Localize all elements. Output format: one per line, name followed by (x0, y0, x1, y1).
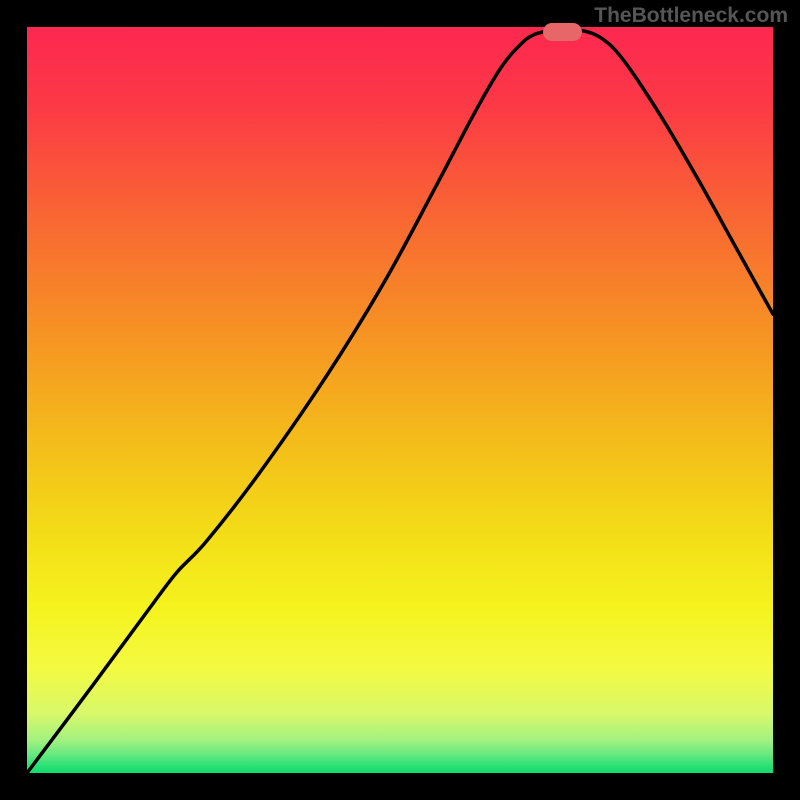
bottleneck-curve (27, 27, 773, 773)
watermark-text: TheBottleneck.com (594, 4, 788, 28)
optimal-marker (543, 23, 582, 41)
chart-container: TheBottleneck.com (0, 0, 800, 800)
plot-area (27, 27, 773, 773)
